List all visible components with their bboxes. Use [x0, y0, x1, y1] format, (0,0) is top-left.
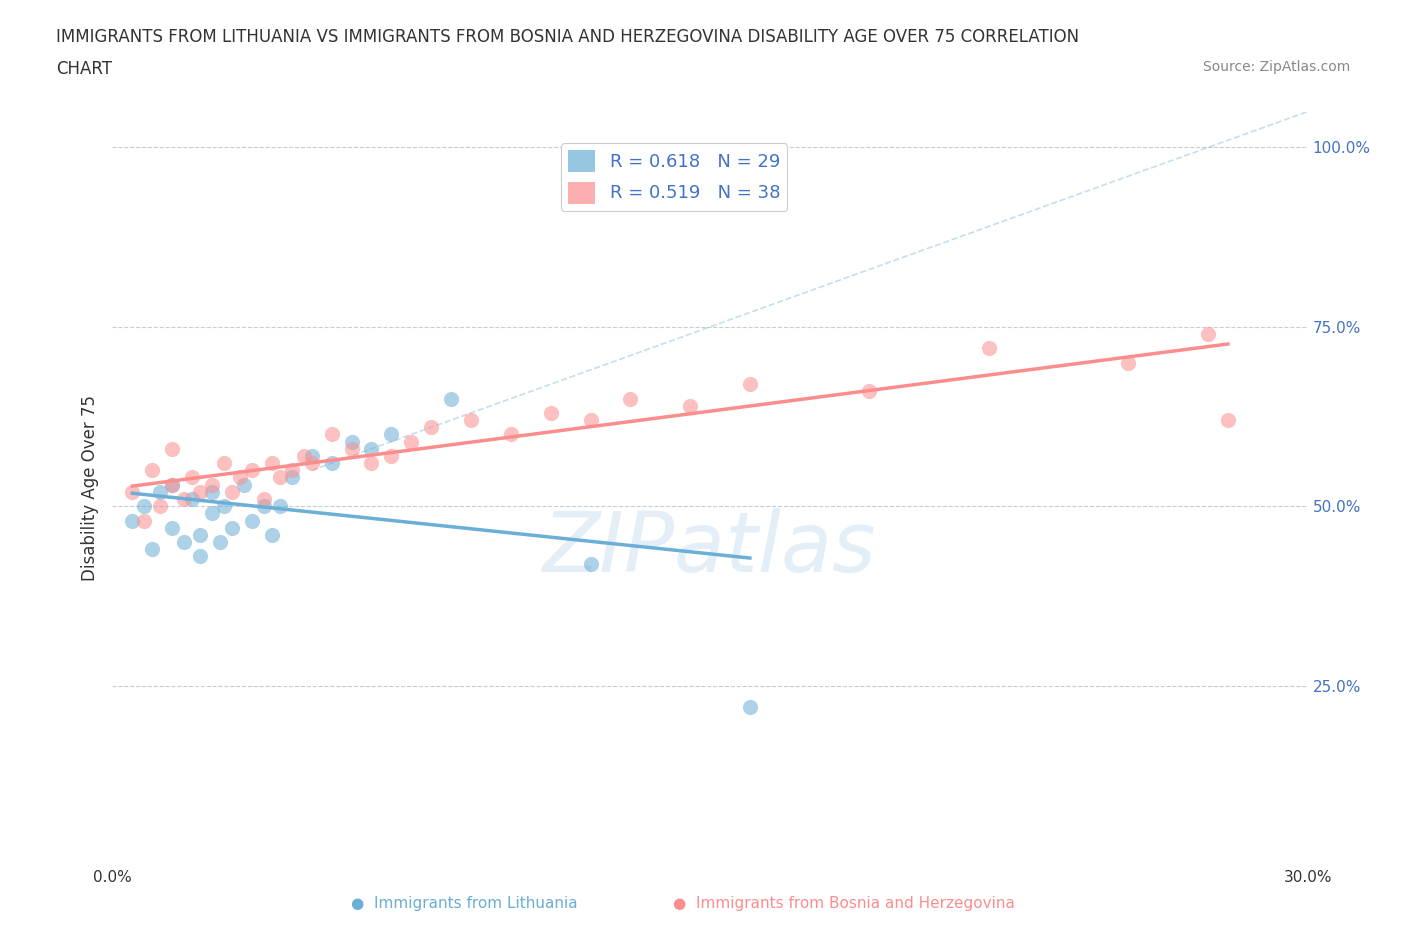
Point [340, 434, 363, 449]
Point [360, 456, 382, 471]
Point [201, 485, 224, 499]
Point [141, 542, 163, 557]
Point [380, 448, 402, 463]
Point [738, 699, 761, 714]
Point [162, 520, 183, 535]
Point [221, 520, 243, 535]
Point [162, 477, 183, 492]
Point [1118, 355, 1140, 370]
Point [679, 398, 702, 413]
Point [134, 498, 156, 513]
Point [340, 442, 363, 457]
Point [1216, 413, 1239, 428]
Point [460, 413, 482, 428]
Point [440, 392, 463, 406]
Text: CHART: CHART [56, 60, 112, 78]
Point [321, 456, 343, 471]
Text: ●  Immigrants from Lithuania: ● Immigrants from Lithuania [350, 897, 578, 911]
Point [301, 448, 323, 463]
Text: ZIPatlas: ZIPatlas [543, 508, 877, 589]
Point [360, 442, 382, 457]
Point [977, 341, 1000, 356]
Point [292, 448, 315, 463]
Point [269, 498, 291, 513]
Point [401, 434, 423, 449]
Legend: R = 0.618   N = 29, R = 0.519   N = 38: R = 0.618 N = 29, R = 0.519 N = 38 [561, 143, 787, 211]
Point [173, 535, 195, 550]
Y-axis label: Disability Age Over 75: Disability Age Over 75 [80, 395, 98, 581]
Point [499, 427, 522, 442]
Point [149, 498, 172, 513]
Point [420, 419, 443, 434]
Point [201, 506, 224, 521]
Point [540, 405, 562, 420]
Point [253, 492, 276, 507]
Point [301, 456, 323, 471]
Point [253, 498, 276, 513]
Point [121, 485, 143, 499]
Point [149, 485, 172, 499]
Point [281, 470, 304, 485]
Point [240, 463, 263, 478]
Point [162, 442, 183, 457]
Point [181, 492, 204, 507]
Point [738, 377, 761, 392]
Point [619, 392, 641, 406]
Point [188, 485, 211, 499]
Text: ●  Immigrants from Bosnia and Herzegovina: ● Immigrants from Bosnia and Herzegovina [672, 897, 1015, 911]
Point [281, 463, 304, 478]
Point [1197, 326, 1219, 341]
Point [260, 527, 283, 542]
Point [209, 535, 232, 550]
Point [188, 527, 211, 542]
Point [321, 427, 343, 442]
Point [201, 477, 224, 492]
Point [121, 513, 143, 528]
Point [212, 498, 235, 513]
Point [173, 492, 195, 507]
Point [260, 456, 283, 471]
Point [212, 456, 235, 471]
Point [221, 485, 243, 499]
Point [579, 556, 602, 571]
Point [380, 427, 402, 442]
Text: Source: ZipAtlas.com: Source: ZipAtlas.com [1202, 60, 1350, 74]
Point [858, 384, 880, 399]
Point [188, 549, 211, 564]
Text: IMMIGRANTS FROM LITHUANIA VS IMMIGRANTS FROM BOSNIA AND HERZEGOVINA DISABILITY A: IMMIGRANTS FROM LITHUANIA VS IMMIGRANTS … [56, 28, 1080, 46]
Point [162, 477, 183, 492]
Point [240, 513, 263, 528]
Point [181, 470, 204, 485]
Point [229, 470, 252, 485]
Point [269, 470, 291, 485]
Point [233, 477, 256, 492]
Point [141, 463, 163, 478]
Point [134, 513, 156, 528]
Point [579, 413, 602, 428]
